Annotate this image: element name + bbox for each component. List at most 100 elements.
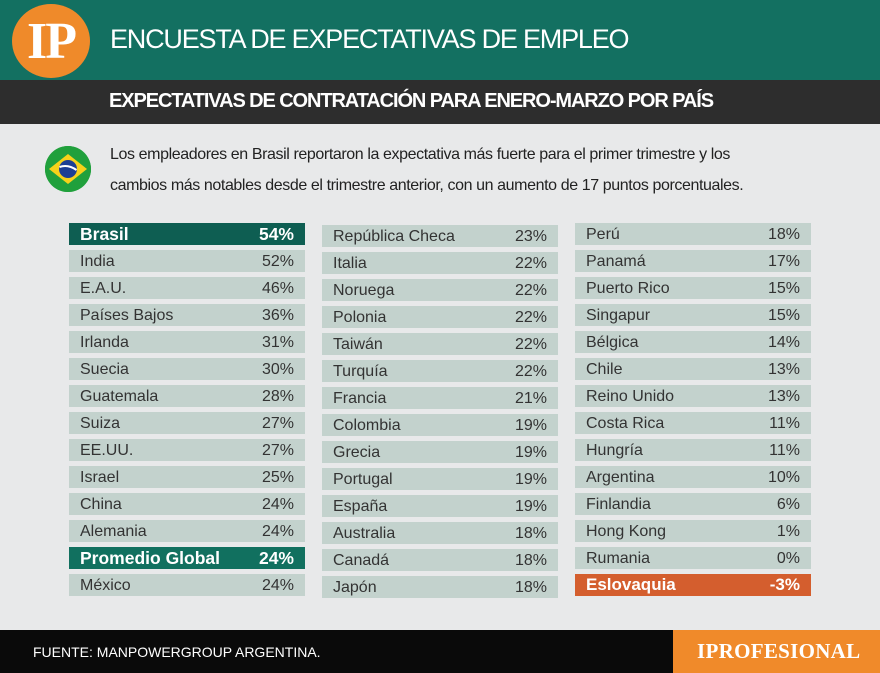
hiring-expectation-value: 14%: [767, 334, 800, 351]
table-row: Taiwán 22%: [322, 333, 558, 355]
country-name: Brasil: [80, 224, 129, 244]
brand-name: IPROFESIONAL: [697, 639, 861, 663]
hiring-expectation-value: 24%: [258, 548, 294, 568]
country-name: Noruega: [333, 282, 395, 299]
table-row: China 24%: [69, 493, 305, 515]
table-row: EE.UU. 27%: [69, 439, 305, 461]
country-name: Polonia: [333, 309, 387, 326]
hiring-expectation-value: 54%: [258, 224, 294, 244]
table-row: Singapur 15%: [575, 304, 811, 326]
hiring-expectation-value: 18%: [514, 525, 547, 542]
country-name: E.A.U.: [80, 280, 127, 297]
country-name: Chile: [586, 361, 623, 378]
country-name: Perú: [586, 226, 620, 243]
hiring-expectation-value: 22%: [514, 336, 547, 353]
table-row: Eslovaquia -3%: [575, 574, 811, 596]
hiring-expectation-value: 18%: [514, 579, 547, 596]
country-name: Bélgica: [586, 334, 639, 351]
table-row: Reino Unido 13%: [575, 385, 811, 407]
country-name: Suecia: [80, 361, 129, 378]
table-row: Israel 25%: [69, 466, 305, 488]
table-row: Guatemala 28%: [69, 385, 305, 407]
table-row: Países Bajos 36%: [69, 304, 305, 326]
table-row: España 19%: [322, 495, 558, 517]
table-row: Chile 13%: [575, 358, 811, 380]
country-name: EE.UU.: [80, 442, 134, 459]
table-row: Colombia 19%: [322, 414, 558, 436]
hiring-expectation-value: -3%: [769, 575, 800, 594]
hiring-expectation-value: 28%: [261, 388, 294, 405]
hiring-expectation-value: 21%: [514, 390, 547, 407]
hiring-expectation-value: 24%: [261, 496, 294, 513]
table-row: Bélgica 14%: [575, 331, 811, 353]
country-name: Singapur: [586, 307, 651, 324]
country-name: Argentina: [586, 469, 655, 486]
table-column-3: Perú 18% Panamá 17% Puerto Rico 15% Singapur 15…: [575, 223, 811, 601]
intro-text: Los empleadores en Brasil reportaron la …: [110, 139, 830, 201]
table-row: Hungría 11%: [575, 439, 811, 461]
table-row: República Checa 23%: [322, 225, 558, 247]
country-name: Grecia: [333, 444, 381, 461]
hiring-expectation-value: 31%: [261, 334, 294, 351]
country-name: Japón: [333, 579, 377, 596]
table-row: México 24%: [69, 574, 305, 596]
table-row: Australia 18%: [322, 522, 558, 544]
hiring-expectation-value: 11%: [769, 415, 800, 432]
hiring-expectation-value: 13%: [767, 361, 800, 378]
hiring-expectation-value: 19%: [514, 444, 547, 461]
table-row: Suecia 30%: [69, 358, 305, 380]
table-row: Costa Rica 11%: [575, 412, 811, 434]
hiring-expectation-value: 1%: [776, 523, 800, 540]
hiring-expectation-value: 10%: [767, 469, 800, 486]
hiring-expectation-value: 22%: [514, 282, 547, 299]
table-row: Turquía 22%: [322, 360, 558, 382]
hiring-expectation-value: 19%: [514, 417, 547, 434]
table-column-2: República Checa 23% Italia 22% Noruega 22% Pol…: [322, 225, 558, 603]
hiring-expectation-value: 13%: [767, 388, 800, 405]
country-name: Puerto Rico: [586, 280, 670, 297]
hiring-expectation-value: 19%: [514, 471, 547, 488]
subheader-bar: EXPECTATIVAS DE CONTRATACIÓN PARA ENERO-…: [0, 80, 880, 124]
hiring-expectation-value: 24%: [261, 523, 294, 540]
table-row: Japón 18%: [322, 576, 558, 598]
logo-text: IP: [27, 12, 77, 70]
country-name: Hong Kong: [586, 523, 667, 540]
table-row: Francia 21%: [322, 387, 558, 409]
country-name: Países Bajos: [80, 307, 174, 324]
intro-line-2: cambios más notables desde el trimestre …: [110, 177, 744, 194]
country-name: Hungría: [586, 442, 643, 459]
country-name: Australia: [333, 525, 396, 542]
table-row: E.A.U. 46%: [69, 277, 305, 299]
hiring-expectation-value: 18%: [514, 552, 547, 569]
hiring-expectation-value: 46%: [261, 280, 294, 297]
table-row: Rumania 0%: [575, 547, 811, 569]
hiring-expectation-value: 22%: [514, 309, 547, 326]
country-name: México: [80, 577, 131, 594]
country-name: Turquía: [333, 363, 388, 380]
country-name: España: [333, 498, 388, 515]
country-name: China: [80, 496, 122, 513]
ip-logo: IP: [12, 4, 90, 78]
hiring-expectation-value: 19%: [514, 498, 547, 515]
page-title: ENCUESTA DE EXPECTATIVAS DE EMPLEO: [110, 24, 630, 54]
hiring-expectation-value: 6%: [776, 496, 800, 513]
country-name: Canadá: [333, 552, 390, 569]
hiring-expectation-value: 15%: [767, 280, 800, 297]
hiring-expectation-value: 27%: [261, 415, 294, 432]
hiring-expectation-value: 25%: [261, 469, 294, 486]
table-row: Promedio Global 24%: [69, 547, 305, 569]
hiring-expectation-value: 15%: [767, 307, 800, 324]
hiring-expectation-value: 11%: [769, 442, 800, 459]
country-name: Israel: [80, 469, 120, 486]
country-name: Francia: [333, 390, 387, 407]
footer-bar: FUENTE: MANPOWERGROUP ARGENTINA. IPROFES…: [0, 630, 880, 673]
country-name: Promedio Global: [80, 548, 221, 568]
hiring-expectation-value: 36%: [261, 307, 294, 324]
hiring-expectation-value: 18%: [767, 226, 800, 243]
brazil-flag-icon: [45, 146, 91, 192]
country-name: Reino Unido: [586, 388, 675, 405]
hiring-expectation-value: 17%: [767, 253, 800, 270]
country-name: Finlandia: [586, 496, 651, 513]
table-row: Portugal 19%: [322, 468, 558, 490]
country-name: República Checa: [333, 228, 455, 245]
